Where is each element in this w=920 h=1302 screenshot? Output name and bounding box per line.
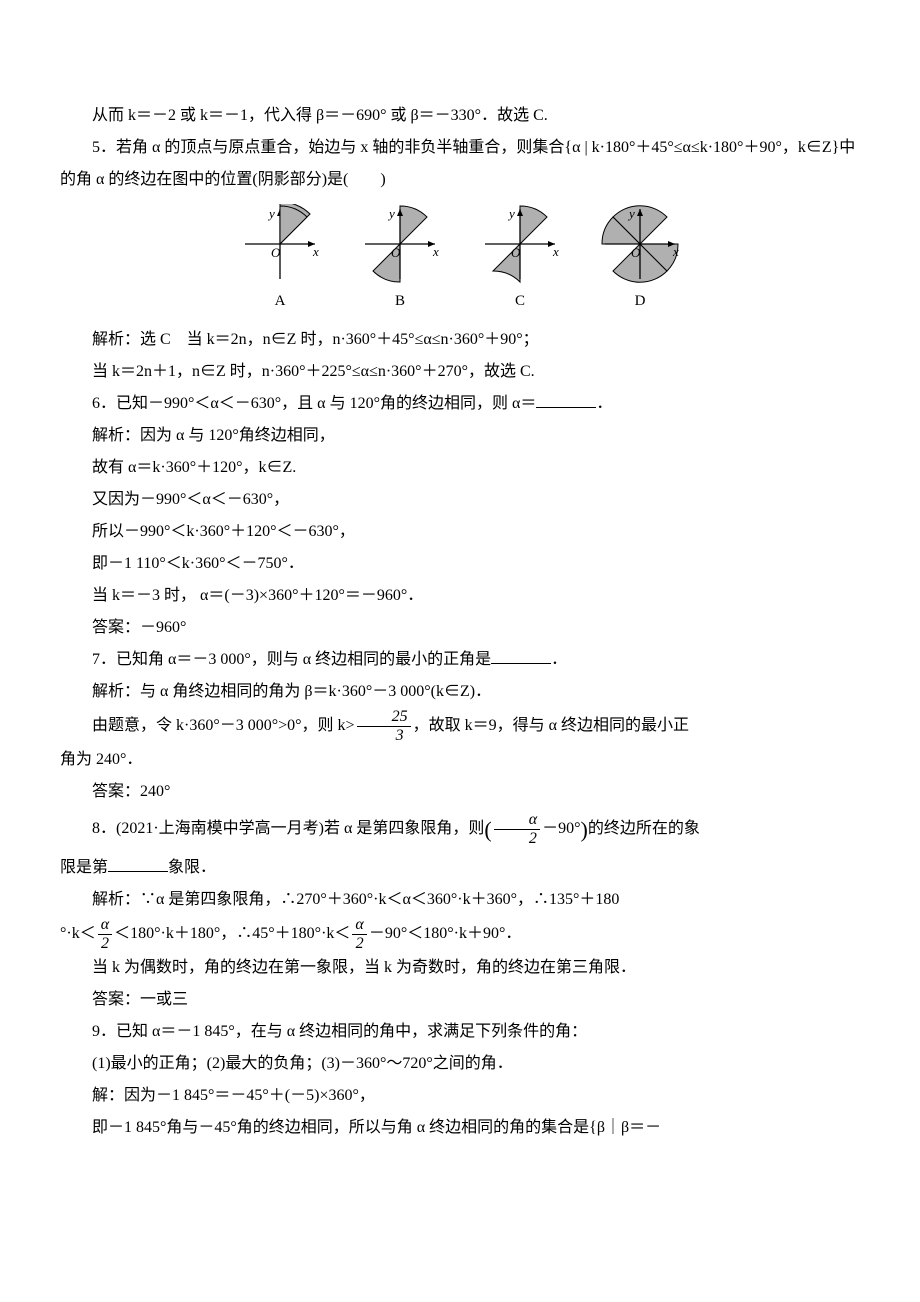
q7-stem: 7．已知角 α＝－3 000°，则与 α 终边相同的最小的正角是 ． <box>60 644 860 676</box>
blank <box>536 391 596 408</box>
diagram-B: x y O B <box>355 204 445 316</box>
q8-stem-d: 限是第 <box>60 859 108 876</box>
fraction-25-3: 253 <box>357 708 411 744</box>
frac-den: 2 <box>352 935 366 953</box>
q7-stem-b: ． <box>551 651 567 668</box>
q8-l2: °·k＜α2＜180°·k＋180°，∴45°＋180°·k＜α2－90°＜18… <box>60 916 860 952</box>
q5-stem: 5．若角 α 的顶点与原点重合，始边与 x 轴的非负半轴重合，则集合{α | k… <box>60 132 860 196</box>
q6-l5: 即－1 110°＜k·360°＜－750°． <box>60 548 860 580</box>
lparen: ( <box>484 817 491 842</box>
svg-text:y: y <box>627 206 635 221</box>
q6-l1: 解析：因为 α 与 120°角终边相同， <box>60 420 860 452</box>
q5-diagram-row: x y O A x y O B x y O <box>60 204 860 316</box>
q8-l2a: °·k＜ <box>60 925 96 942</box>
q8-l2c: －90°＜180°·k＋90°． <box>369 925 522 942</box>
svg-text:x: x <box>312 244 319 259</box>
q6-l4: 所以－990°＜k·360°＋120°＜－630°， <box>60 516 860 548</box>
q8-l4: 答案：一或三 <box>60 984 860 1016</box>
q8-l1: 解析：∵α 是第四象限角，∴270°＋360°·k＜α＜360°·k＋360°，… <box>60 884 860 916</box>
svg-text:O: O <box>271 245 281 260</box>
diagram-D: x y O D <box>595 204 685 316</box>
blank <box>491 647 551 664</box>
q8-stem-e: 象限． <box>168 859 216 876</box>
q9-l1: 9．已知 α＝－1 845°，在与 α 终边相同的角中，求满足下列条件的角： <box>60 1016 860 1048</box>
diagram-B-label: B <box>355 286 445 316</box>
q7-l3: 答案：240° <box>60 776 860 808</box>
q9-l2: (1)最小的正角；(2)最大的负角；(3)－360°～720°之间的角． <box>60 1048 860 1080</box>
svg-text:x: x <box>672 244 679 259</box>
q9-l4: 即－1 845°角与－45°角的终边相同，所以与角 α 终边相同的角的集合是{β… <box>60 1112 860 1144</box>
fraction-a-2: α2 <box>494 811 540 847</box>
q8-l3: 当 k 为偶数时，角的终边在第一象限，当 k 为奇数时，角的终边在第三角限． <box>60 952 860 984</box>
q5-ans2: 当 k＝2n＋1，n∈Z 时，n·360°＋225°≤α≤n·360°＋270°… <box>60 356 860 388</box>
q8-stem-2: 限是第 象限． <box>60 852 860 884</box>
q4-conclusion: 从而 k＝－2 或 k＝－1，代入得 β＝－690° 或 β＝－330°．故选 … <box>60 100 860 132</box>
svg-text:y: y <box>507 206 515 221</box>
q7-l2c: 角为 240°． <box>60 744 860 776</box>
frac-num: α <box>98 916 112 935</box>
diagram-D-label: D <box>595 286 685 316</box>
rparen: ) <box>581 817 588 842</box>
diagram-C: x y O C <box>475 204 565 316</box>
q8-stem-b: －90° <box>542 820 580 837</box>
blank <box>108 855 168 872</box>
svg-text:y: y <box>267 206 275 221</box>
q6-stem-b: ． <box>596 395 612 412</box>
diagram-A: x y O A <box>235 204 325 316</box>
q6-l3: 又因为－990°＜α＜－630°， <box>60 484 860 516</box>
frac-den: 3 <box>357 727 411 745</box>
q6-l6: 当 k＝－3 时， α＝(－3)×360°＋120°＝－960°． <box>60 580 860 612</box>
q8-stem: 8．(2021·上海南模中学高一月考)若 α 是第四象限角，则(α2－90°)的… <box>60 808 860 852</box>
q7-stem-a: 7．已知角 α＝－3 000°，则与 α 终边相同的最小的正角是 <box>92 651 491 668</box>
q6-l7: 答案：－960° <box>60 612 860 644</box>
frac-den: 2 <box>98 935 112 953</box>
svg-text:O: O <box>391 245 401 260</box>
fraction-a-2: α2 <box>352 916 366 952</box>
frac-den: 2 <box>494 830 540 848</box>
q6-l2: 故有 α＝k·360°＋120°，k∈Z. <box>60 452 860 484</box>
q8-stem-a: 8．(2021·上海南模中学高一月考)若 α 是第四象限角，则 <box>92 820 484 837</box>
q8-l2b: ＜180°·k＋180°，∴45°＋180°·k＜ <box>114 925 350 942</box>
q7-l2: 由题意，令 k·360°－3 000°>0°，则 k>253，故取 k＝9，得与… <box>60 708 860 744</box>
frac-num: α <box>494 811 540 830</box>
frac-num: 25 <box>357 708 411 727</box>
svg-text:y: y <box>387 206 395 221</box>
svg-text:O: O <box>511 245 521 260</box>
svg-text:O: O <box>631 245 641 260</box>
diagram-C-label: C <box>475 286 565 316</box>
q6-stem: 6．已知－990°＜α＜－630°，且 α 与 120°角的终边相同，则 α＝ ． <box>60 388 860 420</box>
frac-num: α <box>352 916 366 935</box>
q8-stem-c: 的终边所在的象 <box>588 820 700 837</box>
q7-l2b: ，故取 k＝9，得与 α 终边相同的最小正 <box>413 717 689 734</box>
svg-text:x: x <box>432 244 439 259</box>
diagram-A-label: A <box>235 286 325 316</box>
fraction-a-2: α2 <box>98 916 112 952</box>
q9-l3: 解：因为－1 845°＝－45°＋(－5)×360°， <box>60 1080 860 1112</box>
q7-l1: 解析：与 α 角终边相同的角为 β＝k·360°－3 000°(k∈Z)． <box>60 676 860 708</box>
svg-text:x: x <box>552 244 559 259</box>
q5-ans1: 解析：选 C 当 k＝2n，n∈Z 时，n·360°＋45°≤α≤n·360°＋… <box>60 324 860 356</box>
q7-l2a: 由题意，令 k·360°－3 000°>0°，则 k> <box>92 717 355 734</box>
q6-stem-a: 6．已知－990°＜α＜－630°，且 α 与 120°角的终边相同，则 α＝ <box>92 395 536 412</box>
